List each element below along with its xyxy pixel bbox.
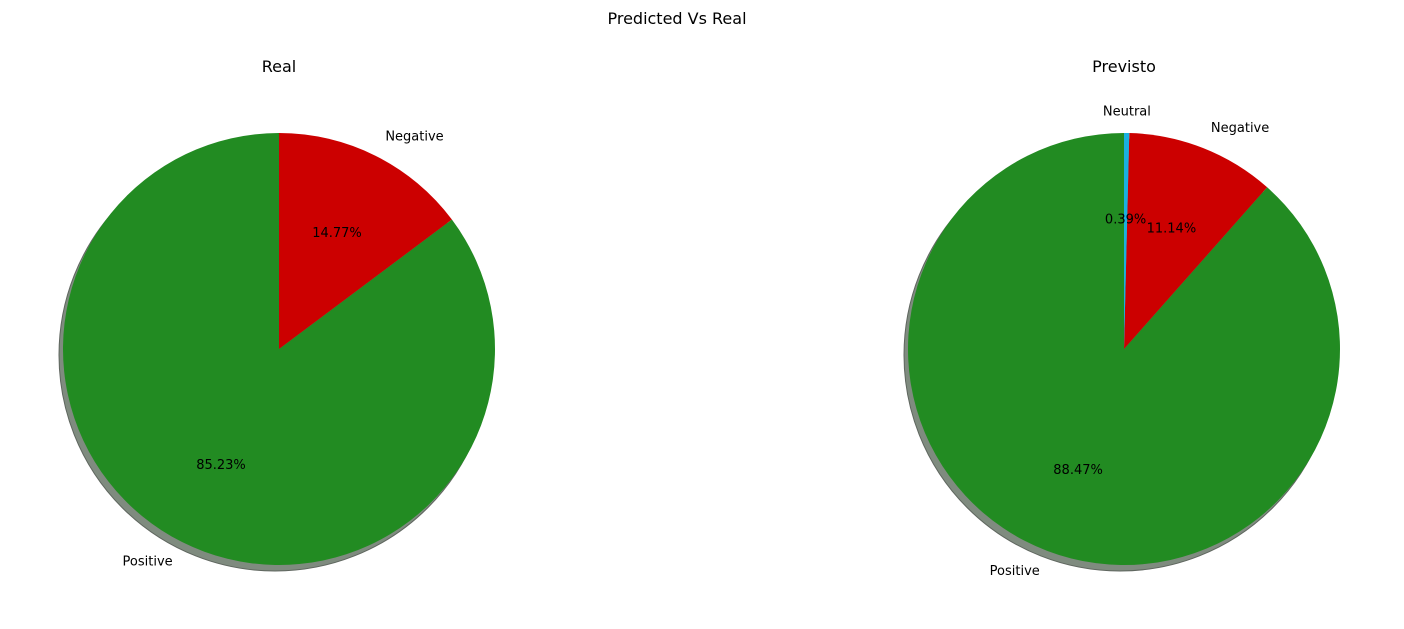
pie-slice-real-positive [62, 133, 495, 565]
pie-labels-real: Positive 85.23% Negative 14.77% [123, 130, 444, 570]
pie-slice-previsto-negative [1124, 133, 1268, 349]
slice-label-previsto-negative: Negative [1211, 121, 1269, 136]
pie-title-previsto: Previsto [1092, 57, 1156, 76]
percent-label-previsto-positive: 88.47% [1053, 463, 1103, 478]
pie-title-real: Real [262, 57, 297, 76]
slice-label-real-negative: Negative [385, 130, 443, 145]
percent-label-real-negative: 14.77% [312, 226, 362, 241]
percent-label-previsto-neutral: 0.39% [1105, 212, 1146, 227]
pie-slices-real [58, 133, 495, 572]
pie-slice-previsto-positive [907, 133, 1340, 565]
figure-title: Predicted Vs Real [607, 9, 746, 28]
pie-slice-real-negative [279, 133, 452, 349]
pie-chart-real: Real Positive 85.23% Negative 14.77% [58, 57, 495, 572]
slice-label-previsto-neutral: Neutral [1103, 104, 1151, 119]
pie-slices-previsto [903, 132, 1340, 572]
pie-chart-previsto: Previsto Positive 88.47% Negative 11.14% Neu… [903, 57, 1340, 579]
slice-label-real-positive: Positive [123, 554, 173, 569]
percent-label-real-positive: 85.23% [196, 458, 246, 473]
pie-slice-previsto-neutral [1124, 132, 1130, 349]
slice-label-previsto-positive: Positive [990, 564, 1040, 579]
pie-labels-previsto: Positive 88.47% Negative 11.14% Neutral 0.39% [990, 104, 1270, 579]
percent-label-previsto-negative: 11.14% [1147, 221, 1197, 236]
